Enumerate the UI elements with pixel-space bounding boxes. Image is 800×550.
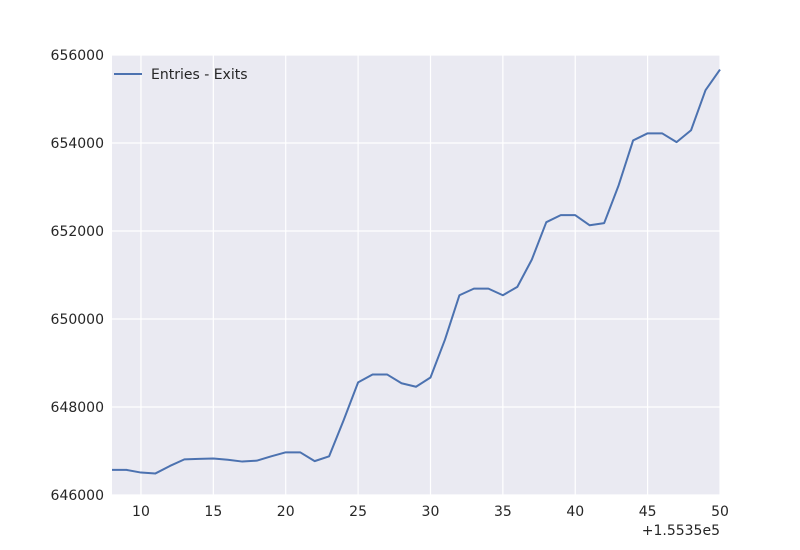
y-tick-label: 650000 [51,312,104,328]
y-axis-ticks: 646000 648000 650000 652000 654000 656000 [51,48,104,504]
series-lines [112,68,721,475]
x-tick-label: 20 [277,504,295,520]
x-tick-label: 15 [204,504,222,520]
y-tick-label: 652000 [51,224,104,240]
x-tick-label: 10 [132,504,150,520]
x-axis-offset-label: +1.5535e5 [642,523,720,539]
x-tick-label: 50 [711,504,729,520]
x-tick-label: 30 [422,504,440,520]
y-tick-label: 648000 [51,400,104,416]
x-tick-label: 40 [566,504,584,520]
y-tick-label: 646000 [51,488,104,504]
legend-label: Entries - Exits [151,67,248,83]
grid [112,54,721,496]
y-tick-label: 656000 [51,48,104,64]
legend: Entries - Exits [114,67,248,83]
x-tick-label: 35 [494,504,512,520]
x-tick-label: 45 [639,504,657,520]
series-line [112,68,721,475]
x-tick-label: 25 [349,504,367,520]
plot-area [112,55,720,495]
y-tick-label: 654000 [51,136,104,152]
x-axis-ticks: 10 15 20 25 30 35 40 45 50 [132,504,729,520]
